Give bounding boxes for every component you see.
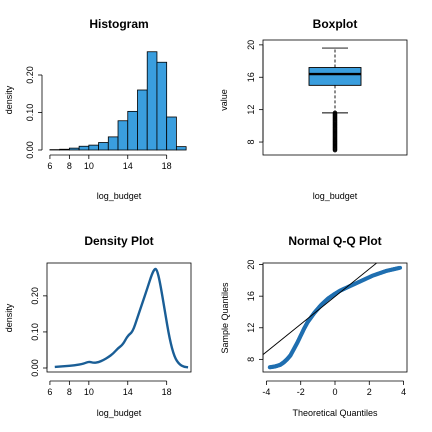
qq-title: Normal Q-Q Plot [288,234,381,248]
histogram-panel: Histogram log_budget density 6 8 10 14 18 0.0… [4,17,187,201]
qq-xlabel: Theoretical Quantiles [292,408,378,418]
x-tick-label: 2 [367,387,372,397]
boxplot-title: Boxplot [313,17,358,31]
histogram-bar [137,89,148,151]
iqr-box [308,67,362,86]
x-tick-label: 10 [84,387,94,397]
histogram-xlabel: log_budget [97,191,142,201]
qq-plot-area [263,263,403,370]
density-series [54,267,189,369]
y-tick-label: 0.10 [25,104,35,122]
qq-axes: -4 -2 0 2 4 8 12 16 20 [246,260,406,397]
x-tick-label: 8 [67,387,72,397]
y-tick-label: 0.00 [30,359,40,377]
histogram-bar [59,148,70,151]
qq-ylabel: Sample Quantiles [220,282,230,354]
y-tick-label: 0.20 [25,66,35,84]
qq-panel: Normal Q-Q Plot Theoretical Quantiles Sa… [220,234,408,418]
boxplot-xlabel: log_budget [313,191,358,201]
histogram-title: Histogram [89,17,148,31]
x-tick-label: 4 [401,387,406,397]
boxplot-axes: 8 12 16 20 [246,40,264,145]
boxplot-ylabel: value [219,89,229,111]
y-tick-label: 8 [246,357,256,362]
boxplot-box [308,47,362,153]
histogram-bar [107,136,119,151]
y-tick-label: 12 [246,105,256,115]
y-tick-label: 20 [246,260,256,270]
x-tick-label: 10 [84,161,94,171]
x-tick-label: 18 [162,387,172,397]
density-panel: Density Plot log_budget density 6 8 10 14 18… [4,234,192,418]
y-tick-label: 8 [246,140,256,145]
density-axes: 6 8 10 14 18 0.00 0.10 0.20 [30,287,172,397]
y-tick-label: 16 [246,291,256,301]
density-xlabel: log_budget [97,408,142,418]
x-tick-label: 0 [332,387,337,397]
boxplot-panel: Boxplot log_budget value 8 12 16 20 [219,17,408,201]
histogram-bars [49,51,187,151]
density-title: Density Plot [84,234,153,248]
density-line [54,267,189,369]
y-tick-label: 0.00 [25,141,35,159]
histogram-bar [78,145,90,151]
y-tick-label: 20 [246,40,256,50]
density-frame [46,262,192,373]
x-tick-label: 6 [47,387,52,397]
y-tick-label: 12 [246,323,256,333]
x-tick-label: 8 [67,161,72,171]
qq-point [398,265,403,270]
histogram-axes: 6 8 10 14 18 0.00 0.10 0.20 [25,66,172,171]
qq-reference-line [263,263,378,355]
histogram-bar [166,116,177,151]
x-tick-label: -2 [297,387,305,397]
histogram-bar [127,110,138,151]
outlier-point [332,110,338,116]
histogram-bar [88,144,99,151]
histogram-bar [117,120,129,151]
histogram-bar [98,142,109,151]
y-tick-label: 0.20 [30,287,40,305]
histogram-ylabel: density [4,85,14,114]
x-tick-label: 14 [123,161,133,171]
x-tick-label: -4 [262,387,270,397]
x-tick-label: 18 [162,161,172,171]
density-ylabel: density [4,303,14,332]
qq-frame [262,262,408,373]
x-tick-label: 6 [47,161,52,171]
histogram-bar [68,147,80,151]
y-tick-label: 0.10 [30,323,40,341]
histogram-bar [156,61,168,151]
x-tick-label: 14 [123,387,133,397]
y-tick-label: 16 [246,72,256,82]
histogram-bar [146,51,158,151]
qq-series [263,263,403,370]
histogram-bar [176,146,187,151]
